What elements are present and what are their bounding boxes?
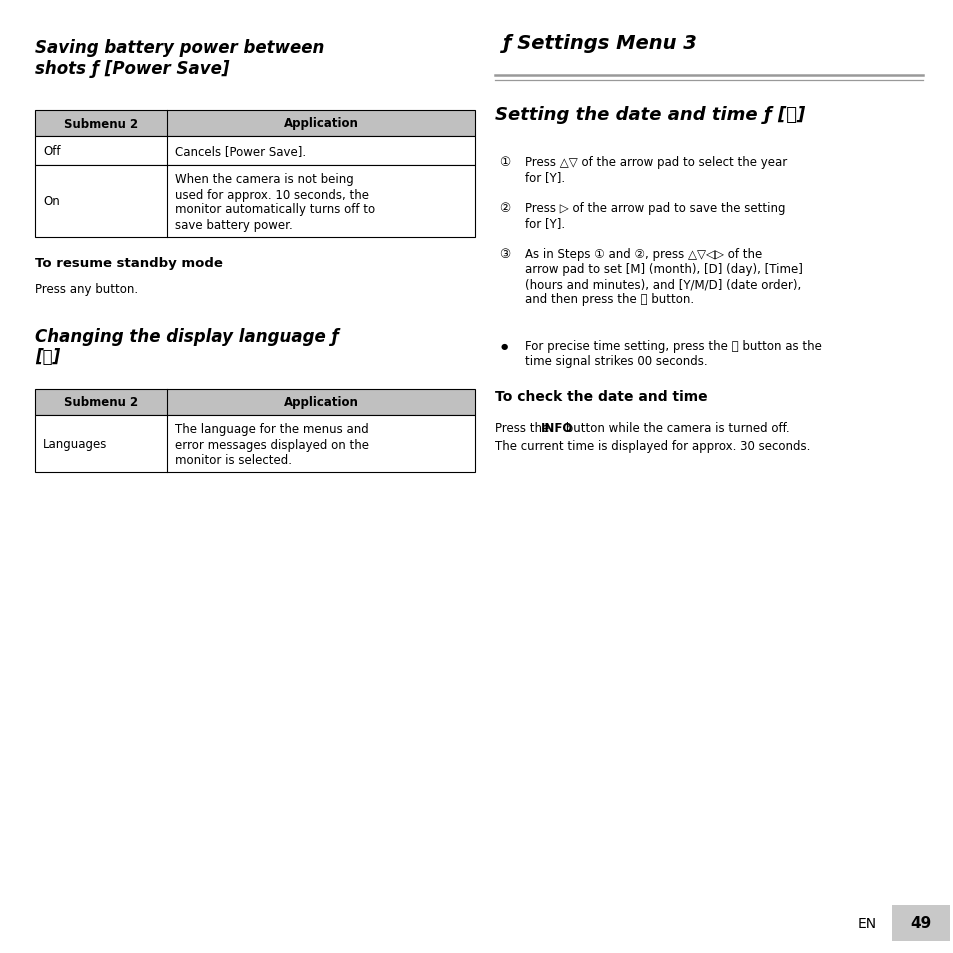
Text: Submenu 2: Submenu 2 [64, 117, 138, 131]
Text: ②: ② [498, 202, 510, 214]
Text: ①: ① [498, 156, 510, 169]
Bar [35, 389, 475, 416]
Text: Submenu 2: Submenu 2 [64, 395, 138, 409]
Text: Application: Application [283, 117, 358, 131]
Text: Off: Off [43, 145, 60, 157]
Text: To check the date and time: To check the date and time [495, 390, 707, 403]
Text: Cancels [Power Save].: Cancels [Power Save]. [174, 145, 306, 158]
Text: For precise time setting, press the ⒪ button as the
time signal strikes 00 secon: For precise time setting, press the ⒪ bu… [524, 339, 821, 368]
Text: ƒ Settings Menu 3: ƒ Settings Menu 3 [502, 34, 698, 53]
Text: On: On [43, 194, 60, 208]
Text: When the camera is not being
used for approx. 10 seconds, the
monitor automatica: When the camera is not being used for ap… [174, 173, 375, 232]
Text: INFO: INFO [540, 421, 572, 435]
Text: Changing the display language ƒ
[📷]: Changing the display language ƒ [📷] [35, 327, 338, 366]
Text: button while the camera is turned off.: button while the camera is turned off. [561, 421, 789, 435]
Text: ③: ③ [498, 248, 510, 261]
Text: EN: EN [857, 916, 876, 930]
Bar [35, 137, 475, 165]
Text: Application: Application [283, 395, 358, 409]
Text: Press △▽ of the arrow pad to select the year
for [Y].: Press △▽ of the arrow pad to select the … [524, 156, 786, 184]
Text: ●: ● [500, 341, 508, 351]
Text: 49: 49 [909, 916, 931, 930]
Text: The current time is displayed for approx. 30 seconds.: The current time is displayed for approx… [495, 439, 809, 453]
Bar [35, 416, 475, 473]
Text: Saving battery power between
shots ƒ [Power Save]: Saving battery power between shots ƒ [Po… [35, 39, 324, 78]
Text: As in Steps ① and ②, press △▽◁▷ of the
arrow pad to set [M] (month), [D] (day), : As in Steps ① and ②, press △▽◁▷ of the a… [524, 248, 802, 306]
Text: To resume standby mode: To resume standby mode [35, 257, 223, 271]
Bar [35, 165, 475, 237]
Text: Languages: Languages [43, 437, 108, 450]
Text: Press the: Press the [495, 421, 553, 435]
Text: The language for the menus and
error messages displayed on the
monitor is select: The language for the menus and error mes… [174, 423, 369, 466]
Bar [35, 111, 475, 137]
Bar [891, 905, 949, 941]
Text: Press ▷ of the arrow pad to save the setting
for [Y].: Press ▷ of the arrow pad to save the set… [524, 202, 784, 230]
Text: Press any button.: Press any button. [35, 283, 138, 296]
Text: Setting the date and time ƒ [⏰]: Setting the date and time ƒ [⏰] [495, 106, 804, 124]
